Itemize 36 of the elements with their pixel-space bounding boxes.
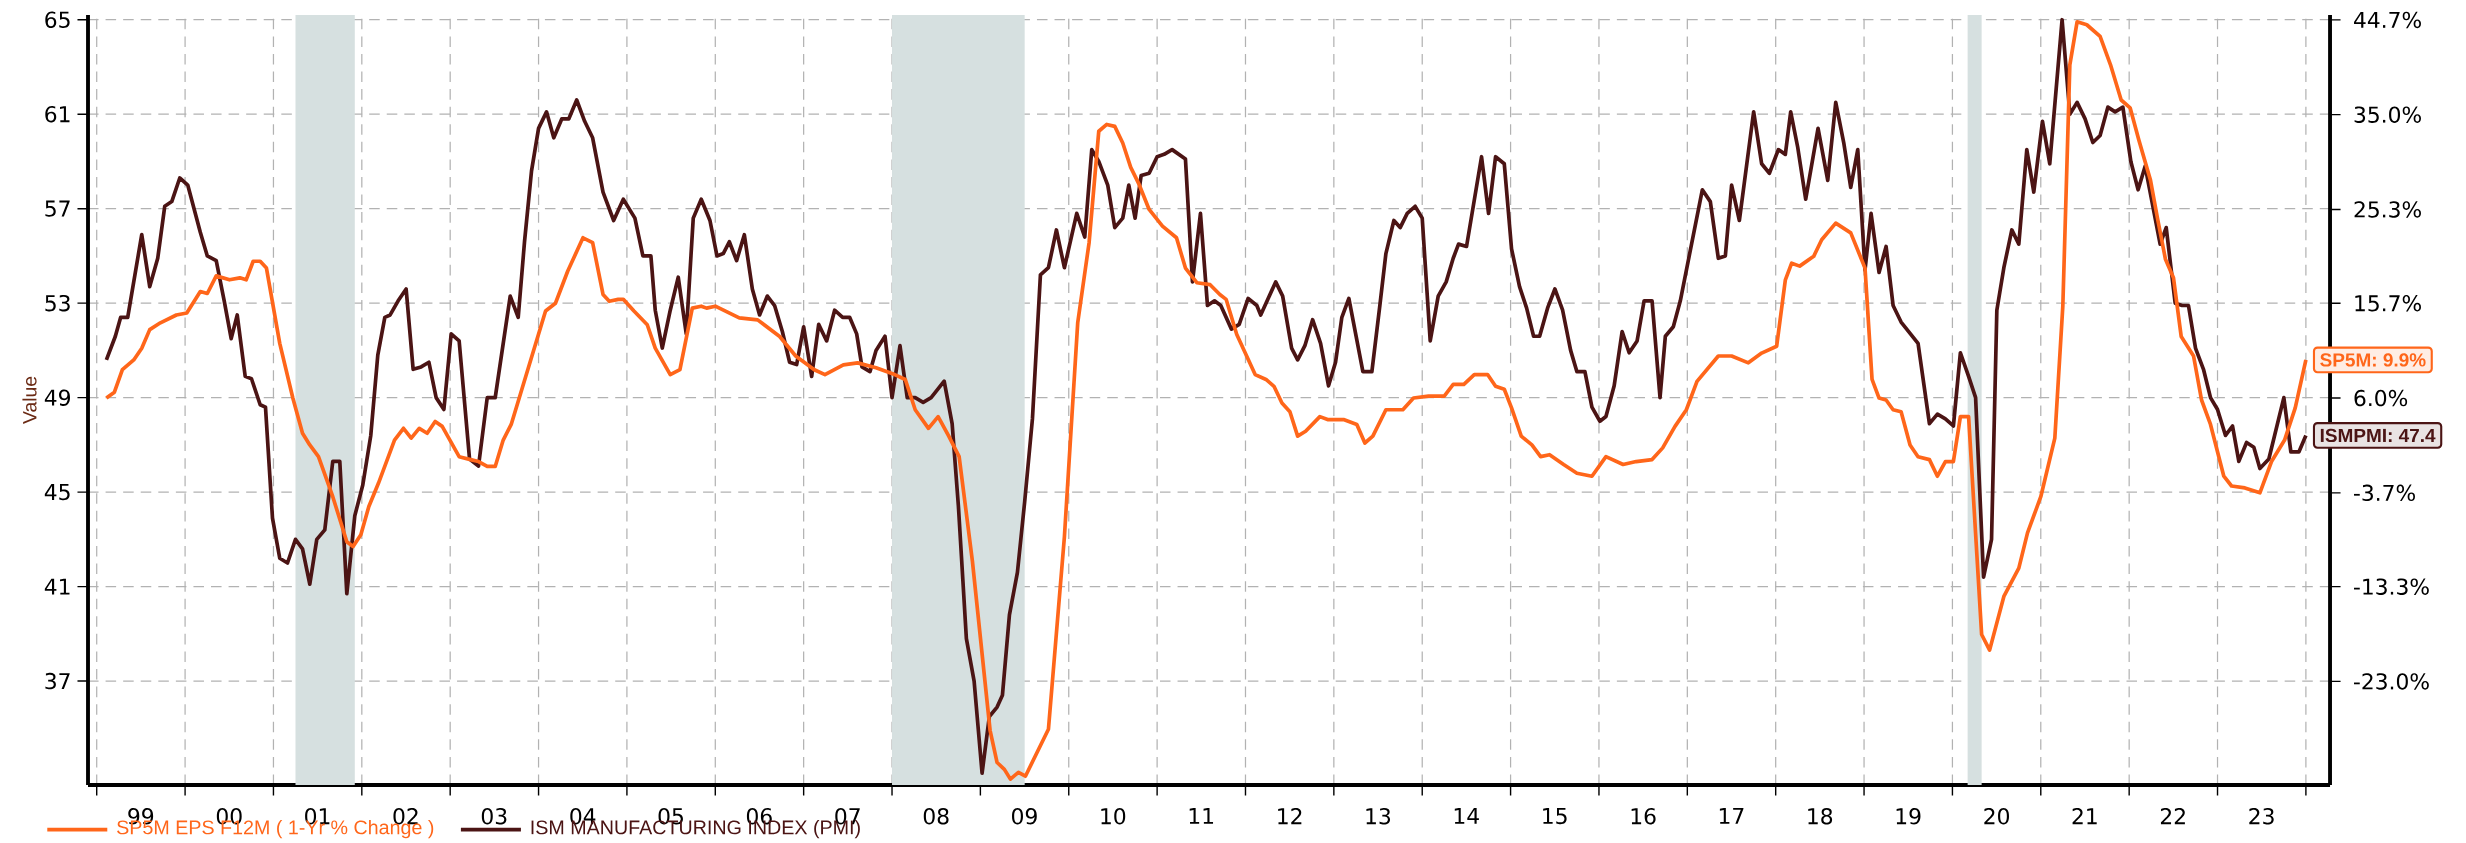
x-tick-label: 09 (1012, 807, 1037, 825)
y-tick-label: 53 (45, 294, 70, 312)
x-tick-label: 14 (1454, 807, 1479, 824)
x-tick-label: 15 (1543, 807, 1567, 825)
y-tick-label: 65 (45, 11, 70, 28)
x-tick-label: 16 (1631, 807, 1656, 825)
x-tick-label: 19 (1896, 807, 1921, 825)
y-tick-label: 61 (45, 105, 70, 123)
y2-tick-label: -13.3% (2354, 578, 2429, 595)
y-tick-label: 49 (44, 389, 70, 406)
x-tick-label: 08 (923, 807, 949, 825)
x-tick-label: 11 (1189, 807, 1214, 824)
y2-tick-label: 25.3% (2354, 201, 2421, 218)
x-tick-label: 22 (2160, 807, 2185, 825)
annotation: SP5M: 9.9% (2320, 353, 2426, 367)
x-tick-label: 10 (1101, 807, 1126, 825)
y-tick-label: 37 (45, 672, 70, 690)
y-tick-label: 57 (45, 200, 70, 217)
y2-tick-label: -3.7% (2354, 484, 2415, 502)
x-tick-label: 17 (1719, 807, 1744, 824)
y2-tick-label: -23.0% (2354, 673, 2429, 690)
x-tick-label: 12 (1278, 807, 1302, 825)
y-axis-title: Value (22, 376, 37, 424)
y2-tick-label: 15.7% (2355, 295, 2421, 312)
x-tick-label: 20 (1984, 807, 2009, 825)
y2-tick-label: 35.0% (2354, 106, 2421, 123)
y2-tick-label: 6.0% (2354, 389, 2408, 407)
y-tick-label: 41 (44, 578, 70, 595)
x-tick-label: 03 (481, 807, 507, 825)
annotation: ISMPMI: 47.4 (2320, 428, 2436, 443)
y-tick-label: 45 (44, 484, 70, 501)
x-tick-label: 18 (1808, 807, 1833, 825)
y2-tick-label: 44.7% (2354, 11, 2421, 29)
x-tick-label: 21 (2072, 807, 2097, 825)
x-tick-label: 13 (1366, 807, 1391, 825)
x-tick-label: 23 (2249, 807, 2274, 825)
